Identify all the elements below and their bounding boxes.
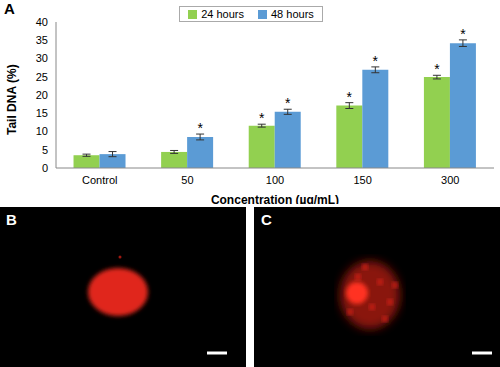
svg-text:Tail DNA (%): Tail DNA (%) [8, 64, 19, 135]
svg-text:*: * [259, 110, 265, 126]
svg-text:C: C [261, 211, 272, 228]
svg-text:100: 100 [266, 174, 284, 186]
html-text:48 hours: 48 hours [271, 8, 314, 20]
html-text:A: A [4, 0, 15, 17]
svg-text:40: 40 [36, 16, 48, 28]
svg-text:150: 150 [353, 174, 371, 186]
svg-text:*: * [285, 95, 291, 111]
svg-text:20: 20 [36, 89, 48, 101]
svg-text:50: 50 [181, 174, 193, 186]
svg-text:*: * [347, 89, 353, 105]
svg-text:300: 300 [441, 174, 459, 186]
svg-text:Control: Control [82, 174, 117, 186]
svg-text:30: 30 [36, 52, 48, 64]
svg-text:*: * [460, 26, 466, 42]
svg-text:*: * [197, 120, 203, 136]
svg-text:B: B [8, 211, 17, 228]
svg-text:5: 5 [42, 144, 48, 156]
svg-text:25: 25 [36, 71, 48, 83]
svg-text:10: 10 [36, 125, 48, 137]
svg-text:0: 0 [42, 162, 48, 174]
svg-text:35: 35 [36, 34, 48, 46]
svg-text:*: * [434, 61, 440, 77]
html-text:24 hours: 24 hours [201, 8, 244, 20]
svg-text:Concentration (µg/mL): Concentration (µg/mL) [211, 193, 339, 204]
svg-text:15: 15 [36, 107, 48, 119]
svg-text:*: * [373, 53, 379, 69]
